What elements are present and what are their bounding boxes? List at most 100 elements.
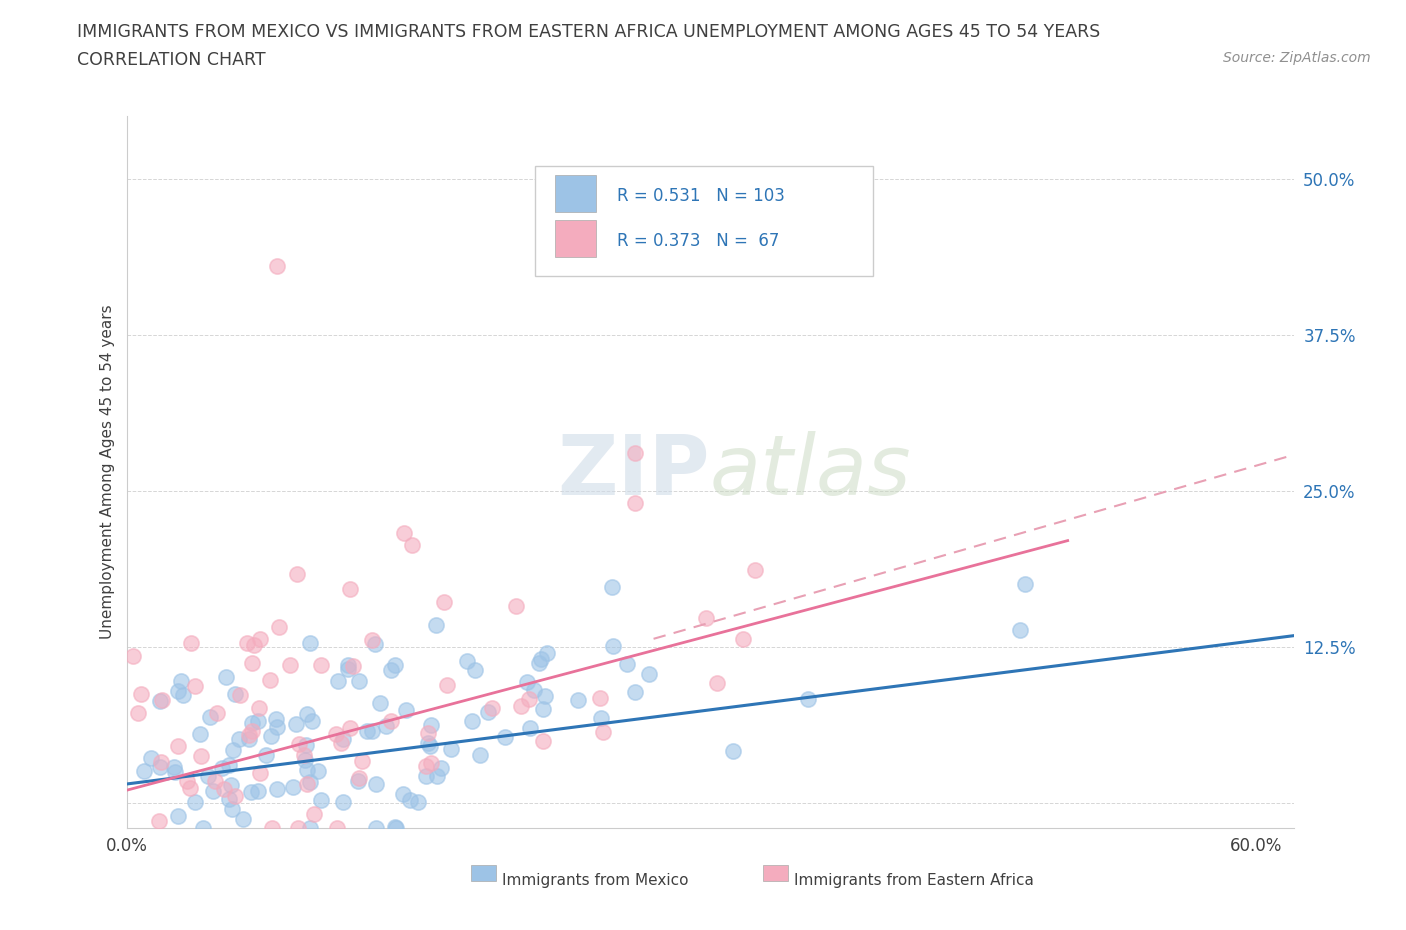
Point bbox=[295, 707, 318, 722]
Point bbox=[356, 724, 378, 738]
Text: atlas: atlas bbox=[710, 432, 911, 512]
Point bbox=[229, 687, 252, 702]
Point bbox=[401, 538, 423, 552]
Point bbox=[530, 652, 553, 667]
Point bbox=[623, 496, 645, 511]
Point bbox=[721, 744, 744, 759]
Point bbox=[134, 764, 156, 778]
Point bbox=[326, 674, 349, 689]
Point bbox=[380, 713, 402, 728]
Point bbox=[505, 598, 527, 613]
Point bbox=[392, 787, 415, 802]
Point bbox=[529, 656, 551, 671]
Point bbox=[429, 761, 451, 776]
Point bbox=[183, 794, 205, 809]
Point bbox=[339, 721, 361, 736]
Point bbox=[129, 686, 152, 701]
Point bbox=[536, 645, 558, 660]
Point bbox=[240, 656, 263, 671]
Point bbox=[295, 763, 318, 777]
Point bbox=[616, 657, 638, 671]
Point bbox=[592, 724, 614, 739]
Y-axis label: Unemployment Among Ages 45 to 54 years: Unemployment Among Ages 45 to 54 years bbox=[100, 305, 115, 639]
Point bbox=[224, 789, 246, 804]
Point bbox=[456, 654, 478, 669]
Point bbox=[259, 729, 281, 744]
Text: IMMIGRANTS FROM MEXICO VS IMMIGRANTS FROM EASTERN AFRICA UNEMPLOYMENT AMONG AGES: IMMIGRANTS FROM MEXICO VS IMMIGRANTS FRO… bbox=[77, 23, 1101, 41]
Point bbox=[332, 795, 354, 810]
Point bbox=[148, 813, 170, 828]
Point bbox=[796, 692, 818, 707]
Point bbox=[516, 674, 538, 689]
Point bbox=[190, 749, 212, 764]
Point bbox=[249, 631, 271, 646]
Point bbox=[238, 731, 260, 746]
Point bbox=[170, 673, 193, 688]
Point bbox=[299, 775, 322, 790]
Point bbox=[531, 701, 554, 716]
Point bbox=[247, 713, 270, 728]
Point bbox=[706, 676, 728, 691]
Point bbox=[163, 760, 186, 775]
Point bbox=[309, 658, 332, 672]
Point bbox=[219, 777, 242, 792]
Point bbox=[519, 720, 541, 735]
FancyBboxPatch shape bbox=[762, 866, 789, 881]
Point bbox=[197, 769, 219, 784]
Point bbox=[166, 808, 188, 823]
Point bbox=[172, 687, 194, 702]
Point bbox=[523, 683, 546, 698]
Point bbox=[309, 792, 332, 807]
Point bbox=[347, 774, 370, 789]
Point bbox=[301, 713, 323, 728]
Point bbox=[266, 259, 288, 273]
Point bbox=[292, 748, 315, 763]
Point bbox=[207, 705, 229, 720]
Point bbox=[127, 705, 149, 720]
FancyBboxPatch shape bbox=[471, 866, 496, 881]
Text: Source: ZipAtlas.com: Source: ZipAtlas.com bbox=[1223, 51, 1371, 65]
FancyBboxPatch shape bbox=[555, 175, 596, 212]
Point bbox=[415, 759, 437, 774]
Point bbox=[193, 820, 215, 835]
Point bbox=[419, 738, 441, 753]
Point bbox=[436, 677, 458, 692]
Point bbox=[695, 610, 717, 625]
Point bbox=[243, 638, 266, 653]
Point bbox=[624, 685, 647, 700]
Point bbox=[395, 702, 418, 717]
Point bbox=[149, 759, 172, 774]
Point bbox=[638, 667, 661, 682]
Point bbox=[215, 670, 238, 684]
Point bbox=[426, 769, 449, 784]
Point bbox=[240, 724, 263, 738]
Text: Immigrants from Mexico: Immigrants from Mexico bbox=[502, 872, 689, 887]
Point bbox=[361, 724, 384, 738]
Point bbox=[188, 727, 211, 742]
Point bbox=[1014, 577, 1036, 591]
Point bbox=[278, 658, 301, 672]
Point bbox=[266, 781, 288, 796]
Point bbox=[259, 672, 281, 687]
Point bbox=[266, 720, 288, 735]
Point bbox=[420, 755, 443, 770]
Point bbox=[165, 764, 187, 779]
Point bbox=[222, 743, 245, 758]
Point bbox=[294, 752, 316, 767]
Point bbox=[264, 711, 287, 726]
Text: Immigrants from Eastern Africa: Immigrants from Eastern Africa bbox=[794, 872, 1033, 887]
Point bbox=[224, 686, 246, 701]
Point bbox=[326, 820, 349, 835]
Point bbox=[150, 754, 173, 769]
Point bbox=[384, 820, 406, 835]
Point bbox=[419, 717, 441, 732]
Point bbox=[166, 684, 188, 698]
Text: ZIP: ZIP bbox=[558, 432, 710, 512]
FancyBboxPatch shape bbox=[555, 219, 596, 257]
Point bbox=[589, 711, 612, 725]
Point bbox=[477, 705, 499, 720]
Point bbox=[744, 563, 766, 578]
Point bbox=[240, 715, 263, 730]
Point bbox=[299, 635, 322, 650]
Point bbox=[375, 719, 398, 734]
